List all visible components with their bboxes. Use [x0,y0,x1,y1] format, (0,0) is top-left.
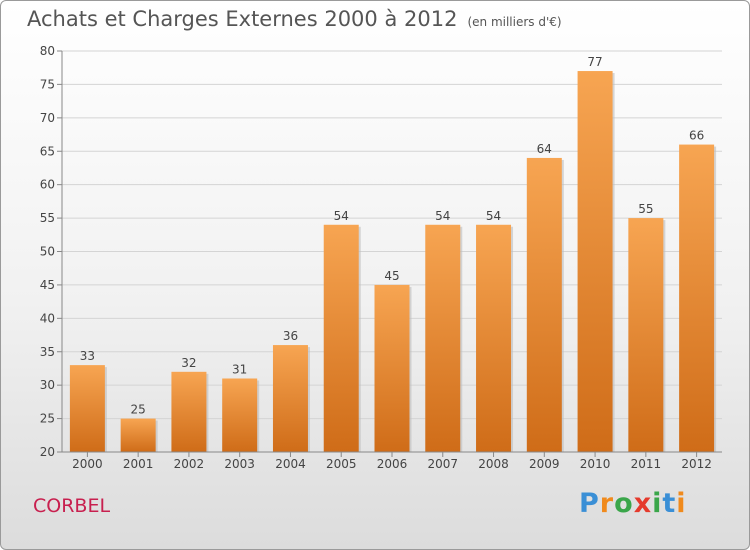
x-tick-label: 2005 [326,457,357,471]
bar-value-label: 64 [537,142,552,156]
bar [272,345,308,452]
logo-letter: P [579,488,600,519]
commune-name: CORBEL [33,495,111,517]
x-tick-label: 2011 [631,457,662,471]
y-tick-label: 30 [40,378,55,392]
x-tick-label: 2003 [224,457,255,471]
bar-value-label: 55 [638,202,653,216]
bar [577,71,613,453]
axes: 20 25 30 35 40 45 50 55 60 65 70 75 80 2000 2001 2002 20… [40,44,722,471]
bars: 33 25 32 31 36 54 45 54 54 64 77 55 66 [69,55,717,453]
y-tick-label: 50 [40,245,55,259]
bar [171,371,207,452]
logo-letter: r [599,488,615,519]
x-tick-label: 2009 [529,457,560,471]
bar-value-label: 36 [283,329,298,343]
bar [120,418,156,452]
x-tick-label: 2012 [681,457,712,471]
y-tick-label: 40 [40,311,55,325]
x-tick-label: 2002 [174,457,205,471]
y-tick-label: 65 [40,144,55,158]
bar-value-label: 25 [131,403,146,417]
bar [425,224,461,452]
bar-value-label: 54 [486,209,501,223]
bar-value-label: 32 [181,356,196,370]
x-tick-label: 2007 [427,457,458,471]
x-tick-label: 2008 [478,457,509,471]
x-tick-label: 2000 [72,457,103,471]
bar [374,284,410,452]
chart-title-text: Achats et Charges Externes 2000 à 2012 [27,7,458,31]
y-tick-label: 55 [40,211,55,225]
bar [222,378,258,452]
chart-subtitle: (en milliers d'€) [467,15,562,29]
chart-title: Achats et Charges Externes 2000 à 2012 (e… [27,7,562,31]
logo-letter: x [633,488,653,519]
y-tick-label: 20 [40,445,55,459]
bar-value-label: 66 [689,129,704,143]
logo-letter: i [652,488,663,519]
bar [628,218,664,452]
y-tick-label: 60 [40,178,55,192]
y-tick-label: 25 [40,412,55,426]
bar-value-label: 31 [232,362,247,376]
bar [323,224,359,452]
bar [69,365,105,452]
x-tick-label: 2010 [580,457,611,471]
logo-letter: i [676,488,687,519]
bar [476,224,512,452]
bar [526,157,562,452]
y-tick-label: 80 [40,44,55,58]
x-tick-label: 2004 [275,457,306,471]
bar-value-label: 77 [587,55,602,69]
y-tick-label: 45 [40,278,55,292]
proxiti-logo: Proxiti [579,488,687,519]
logo-letter: t [662,488,677,519]
y-tick-label: 70 [40,111,55,125]
x-tick-label: 2001 [123,457,154,471]
bar-value-label: 54 [334,209,349,223]
bar-value-label: 54 [435,209,450,223]
y-tick-label: 35 [40,345,55,359]
bar [679,144,715,453]
logo-letter: o [614,488,634,519]
bar-value-label: 45 [384,269,399,283]
bar-value-label: 33 [80,349,95,363]
y-tick-label: 75 [40,77,55,91]
x-tick-label: 2006 [377,457,408,471]
